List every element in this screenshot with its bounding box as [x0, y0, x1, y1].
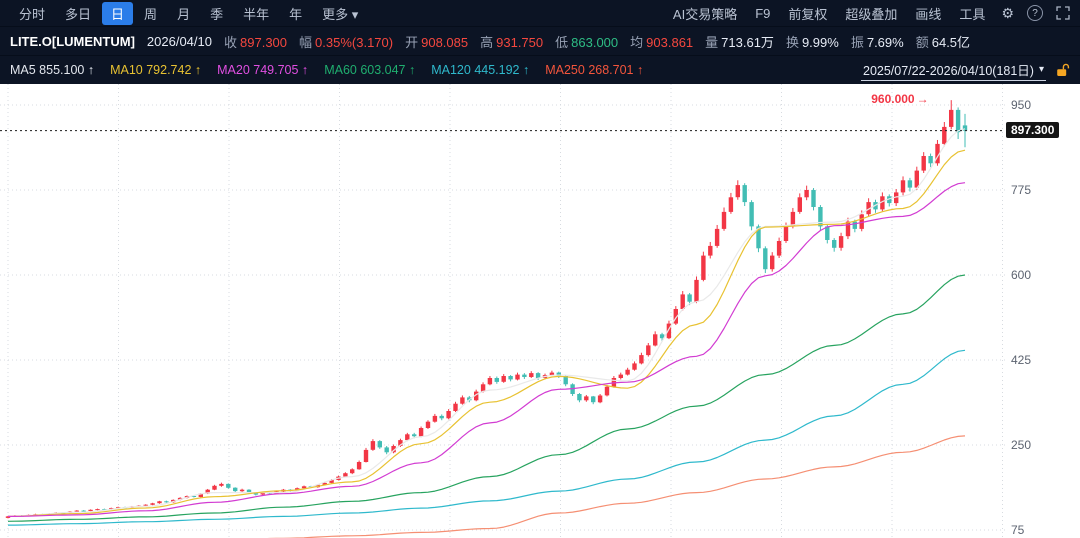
quote-fields: 收 897.300 幅 0.35%(3.170) 开 908.085 高 931.750 低 86… [224, 32, 982, 51]
tab-half-year[interactable]: 半年 [243, 6, 270, 22]
toolbar-right-buttons: AI交易策略 F9 前复权 超级叠加 画线 工具 [655, 4, 986, 23]
toolbar-ai-strategy-button[interactable]: AI交易策略 [672, 6, 738, 22]
lock-open-icon[interactable] [1056, 63, 1070, 78]
quote-change: 幅 0.35%(3.170) [299, 34, 394, 50]
ma-legend-bar: MA5 855.100 ↑ MA10 792.742 ↑ MA20 749.705 … [0, 56, 1080, 84]
ma-legend-items: MA5 855.100 ↑ MA10 792.742 ↑ MA20 749.705 … [10, 63, 659, 77]
quote-volume: 量 713.61万 [705, 34, 774, 50]
symbol-name: LITE.O[LUMENTUM] [10, 33, 135, 49]
quote-low: 低 863.000 [555, 34, 619, 50]
period-tabs: 分时 多日日周 月 季 半年 年 更多 ▾ [10, 1, 369, 25]
tab-multi-day[interactable]: 多日 [65, 6, 92, 22]
quote-high: 高 931.750 [480, 34, 544, 50]
candlestick-chart[interactable]: 950 775 600 425 250 75 897.300 960.000 → [0, 84, 1080, 538]
peak-annotation: 960.000 → [871, 92, 928, 106]
toolbar-draw-line-button[interactable]: 画线 [915, 6, 942, 22]
quote-close: 收 897.300 [224, 34, 288, 50]
quote-amplitude: 振 7.69% [850, 34, 904, 50]
y-axis-tick: 600 [1011, 268, 1032, 282]
ma-legend-ma250: MA250 268.701 ↑ [545, 63, 644, 77]
quote-open: 开 908.085 [405, 34, 469, 50]
expand-icon[interactable] [1056, 6, 1070, 20]
peak-annotation-text: 960.000 [871, 92, 915, 107]
quote-amount: 额 64.5亿 [915, 34, 971, 50]
chart-canvas[interactable] [0, 84, 1080, 538]
quote-bar: LITE.O[LUMENTUM] 2026/04/10 收 897.300 幅 0.3… [0, 27, 1080, 56]
y-axis-tick: 775 [1011, 183, 1032, 197]
tab-month[interactable]: 月 [177, 6, 191, 22]
tab-quarter[interactable]: 季 [210, 6, 224, 22]
ma-legend-ma120: MA120 445.192 ↑ [431, 63, 530, 77]
y-axis-tick: 425 [1011, 353, 1032, 367]
arrow-right-icon: → [916, 92, 929, 107]
help-icon[interactable]: ? [1027, 5, 1043, 21]
tab-year[interactable]: 年 [289, 6, 303, 22]
ma-legend-ma10: MA10 792.742 ↑ [110, 63, 202, 77]
chart-toolbar: 分时 多日日周 月 季 半年 年 更多 ▾ AI交易策略 F9 前复权 超级叠加 画线 工具 ⚙ ? [0, 0, 1080, 27]
tab-minute[interactable]: 分时 [19, 6, 46, 22]
toolbar-forward-adjust-button[interactable]: 前复权 [788, 6, 828, 22]
ma-legend-ma20: MA20 749.705 ↑ [217, 63, 309, 77]
quote-date: 2026/04/10 [146, 33, 212, 49]
tab-day[interactable]: 日 [102, 1, 134, 25]
y-axis-tick: 950 [1011, 98, 1032, 112]
settings-gear-icon[interactable]: ⚙ [1001, 4, 1014, 21]
ma-legend-ma5: MA5 855.100 ↑ [10, 63, 95, 77]
ma-legend-ma60: MA60 603.047 ↑ [324, 63, 416, 77]
toolbar-f9-button[interactable]: F9 [755, 5, 771, 21]
date-range-label: 2025/07/22-2026/04/10(181日) [863, 64, 1034, 78]
toolbar-tools-button[interactable]: 工具 [959, 6, 986, 22]
y-axis-tick: 250 [1011, 438, 1032, 452]
toolbar-super-overlay-button[interactable]: 超级叠加 [845, 6, 898, 22]
quote-turnover: 换 9.99% [785, 34, 839, 50]
date-range-selector[interactable]: 2025/07/22-2026/04/10(181日) ▾ [861, 59, 1046, 81]
tab-week[interactable]: 周 [144, 6, 158, 22]
tab-more[interactable]: 更多 ▾ [322, 6, 359, 22]
quote-avg: 均 903.861 [630, 34, 694, 50]
last-price-tag: 897.300 [1006, 121, 1060, 138]
y-axis-tick: 75 [1011, 523, 1025, 537]
chevron-down-icon: ▾ [1038, 64, 1044, 75]
